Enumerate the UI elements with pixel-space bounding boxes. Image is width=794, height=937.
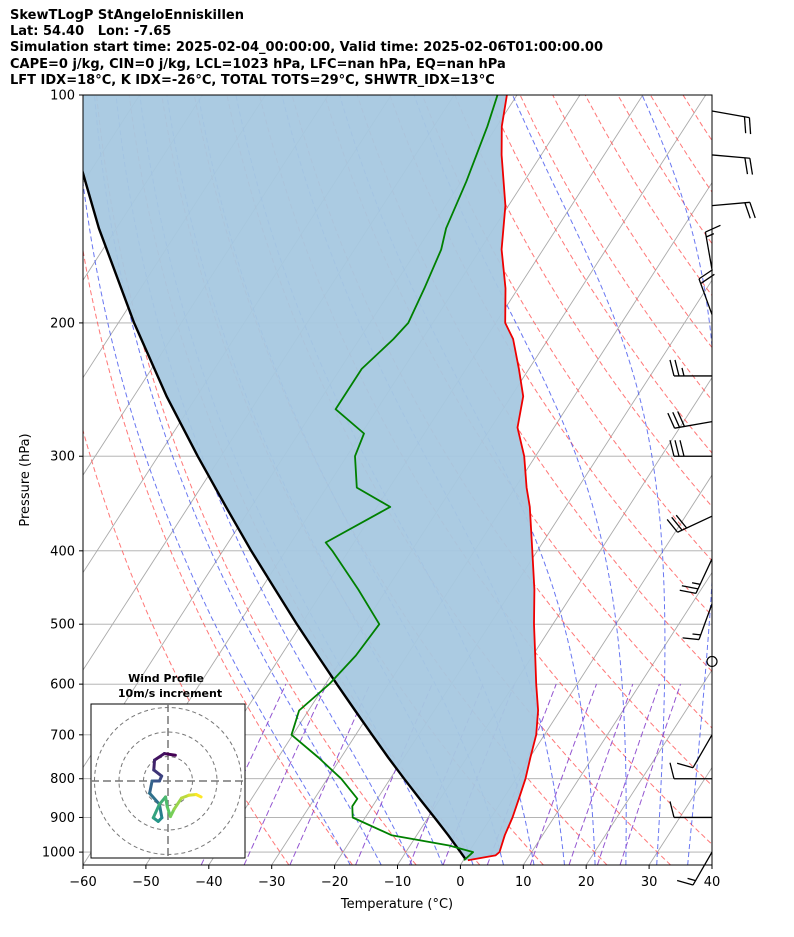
y-tick-label: 600: [50, 678, 75, 693]
wind-barb: [666, 514, 713, 533]
y-tick-label: 1000: [42, 846, 75, 861]
wind-barb: [682, 603, 713, 641]
wind-barb: [711, 201, 756, 219]
y-tick-label: 700: [50, 728, 75, 743]
moist-adiabat-line: [94, 95, 382, 865]
y-tick-label: 900: [50, 811, 75, 826]
dry-adiabat-line: [83, 428, 290, 865]
dry-adiabat-line: [781, 95, 794, 865]
temperature-line: [467, 95, 539, 862]
hodograph-segment: [151, 802, 161, 820]
wind-barb: [698, 269, 715, 315]
x-tick-label: −60: [69, 875, 96, 890]
dry-adiabat-line: [649, 95, 712, 193]
x-tick-label: −30: [258, 875, 285, 890]
dry-adiabat-line: [716, 95, 794, 865]
wind-barb: [669, 359, 712, 377]
hodograph-segment: [152, 758, 157, 772]
hodograph-subtitle: 10m/s increment: [118, 687, 222, 700]
hodograph-segment: [153, 752, 166, 762]
wind-barb: [667, 411, 713, 429]
mixing-ratio-line: [568, 683, 634, 865]
chart-header: SkewTLogP StAngeloEnniskillen Lat: 54.40…: [10, 8, 790, 89]
mixing-ratio-line: [619, 683, 681, 865]
wind-barb: [679, 558, 713, 595]
wind-barb: [676, 734, 713, 769]
y-tick-label: 300: [50, 450, 75, 465]
moist-adiabat-line: [750, 95, 794, 865]
hodograph-segment: [148, 791, 161, 806]
isotherm-line: [775, 95, 794, 865]
hodograph-segment: [148, 779, 154, 795]
x-tick-label: −40: [195, 875, 222, 890]
chart-title: SkewTLogP StAngeloEnniskillen: [10, 8, 244, 23]
wind-barb: [711, 110, 752, 135]
hodograph-segment: [164, 795, 169, 809]
dry-adiabat-line: [421, 95, 712, 562]
indices-line-2: LFT IDX=18°C, K IDX=-26°C, TOTAL TOTS=29…: [10, 72, 495, 88]
time-line: Simulation start time: 2025-02-04_00:00:…: [10, 40, 603, 56]
wind-barb: [669, 801, 712, 819]
isotherm-line: [522, 571, 712, 865]
x-tick-label: −10: [384, 875, 411, 890]
isotherm-line: [460, 474, 712, 865]
wind-barb: [706, 655, 718, 668]
y-tick-label: 800: [50, 772, 75, 787]
x-tick-label: 10: [515, 875, 532, 890]
mixing-ratio-line: [596, 683, 660, 865]
hodograph-segment: [152, 768, 164, 778]
y-tick-label: 500: [50, 618, 75, 633]
isotherm-line: [648, 766, 712, 865]
dry-adiabat-line: [682, 95, 712, 142]
wind-barb: [711, 154, 754, 175]
dry-adiabat-line: [552, 95, 712, 349]
hodograph-title: Wind Profile: [128, 672, 204, 685]
wind-barb: [676, 851, 713, 886]
parcel-profile-line: [83, 168, 467, 861]
x-tick-label: −50: [132, 875, 159, 890]
indices-line-1: CAPE=0 j/kg, CIN=0 j/kg, LCL=1023 hPa, L…: [10, 56, 506, 72]
mixing-ratio-line: [243, 683, 328, 865]
dry-adiabat-line: [748, 95, 794, 865]
y-tick-label: 400: [50, 544, 75, 559]
wind-barb: [669, 440, 712, 457]
mixing-ratio-line: [529, 683, 597, 865]
y-axis-label: Pressure (hPa): [18, 433, 33, 526]
hodograph-segment: [162, 752, 177, 757]
dry-adiabat-line: [96, 95, 417, 865]
isotherm-line: [585, 669, 712, 865]
wind-barb: [669, 762, 712, 780]
dewpoint-line: [290, 95, 499, 861]
isotherm-line: [0, 95, 14, 865]
y-tick-label: 200: [50, 316, 75, 331]
location-line: Lat: 54.40 Lon: -7.65: [10, 24, 172, 40]
x-tick-label: 20: [578, 875, 595, 890]
x-tick-label: 0: [456, 875, 464, 890]
y-tick-label: 100: [50, 89, 75, 104]
dry-adiabat-line: [389, 95, 712, 617]
x-tick-label: 40: [704, 875, 721, 890]
x-tick-label: 30: [641, 875, 658, 890]
wind-barb: [704, 224, 721, 270]
x-tick-label: −20: [321, 875, 348, 890]
isotherm-line: [0, 95, 77, 865]
mixing-ratio-line: [289, 683, 371, 865]
hodograph-segment: [172, 796, 183, 811]
x-axis-label: Temperature (°C): [340, 897, 453, 912]
moist-adiabat-line: [83, 178, 351, 865]
hodograph-segment: [194, 792, 203, 799]
hodograph: Wind Profile 10m/s increment: [90, 672, 246, 859]
